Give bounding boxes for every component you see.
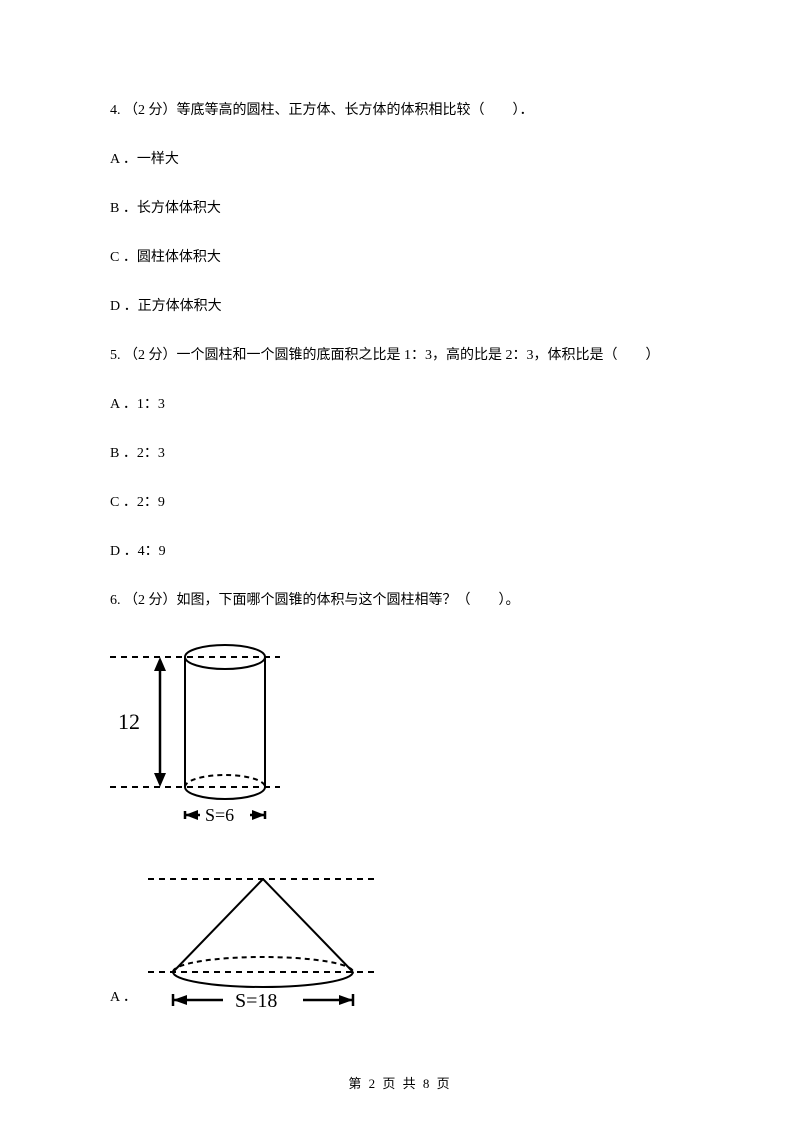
q5-option-d: D ．4：9: [110, 541, 690, 562]
q6-option-a-prefix: A ．: [110, 986, 137, 1014]
page-footer: 第 2 页 共 8 页: [0, 1073, 800, 1092]
q4-option-b: B ．长方体体积大: [110, 198, 690, 219]
q5-stem: 5. （2 分）一个圆柱和一个圆锥的底面积之比是 1：3，高的比是 2：3，体积…: [110, 345, 690, 366]
q5-option-b: B ．2：3: [110, 443, 690, 464]
q6-option-a: A ． S=18: [110, 864, 690, 1014]
q4-option-d: D ．正方体体积大: [110, 296, 690, 317]
q4-option-c: C ．圆柱体体积大: [110, 247, 690, 268]
cylinder-base-label: S=6: [205, 805, 234, 825]
page-content: 4. （2 分）等底等高的圆柱、正方体、长方体的体积相比较（ ）． A ．一样大…: [0, 0, 800, 1014]
cone-svg: S=18: [143, 864, 383, 1014]
q5-option-c: C ．2：9: [110, 492, 690, 513]
q6-stem: 6. （2 分）如图，下面哪个圆锥的体积与这个圆柱相等？（ ）。: [110, 590, 690, 611]
cone-base-label: S=18: [235, 990, 277, 1012]
cylinder-height-label: 12: [118, 709, 140, 734]
q4-stem: 4. （2 分）等底等高的圆柱、正方体、长方体的体积相比较（ ）．: [110, 100, 690, 121]
q5-option-a: A ．1：3: [110, 394, 690, 415]
cylinder-svg: 12 S=6: [110, 639, 280, 829]
q6-cylinder-figure: 12 S=6: [110, 639, 690, 834]
q4-option-a: A ．一样大: [110, 149, 690, 170]
